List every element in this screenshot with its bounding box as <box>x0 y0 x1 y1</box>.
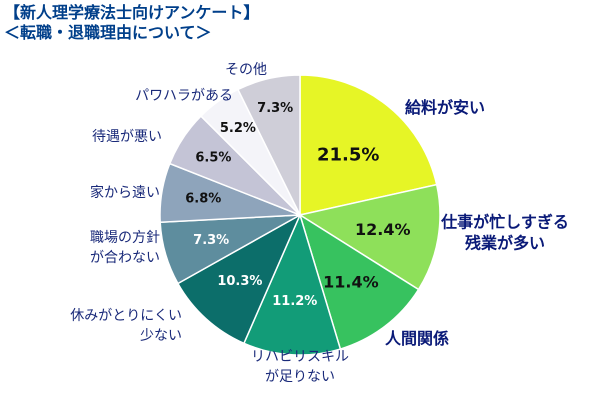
slice-value-labels: 21.5% 12.4% 11.4% 11.2% 10.3% 7.3% 6.8% 6.5% 5.2… <box>185 101 410 309</box>
pie-slices <box>159 74 441 356</box>
slice-value-label: 11.4% <box>323 272 379 291</box>
pie-slice <box>298 213 420 350</box>
slice-value-label: 12.4% <box>355 220 411 239</box>
slice-category-label: 職場の方針が合わない <box>90 230 160 266</box>
slice-value-label: 6.8% <box>185 192 221 207</box>
pie-slice <box>176 213 302 345</box>
slice-value-label: 7.3% <box>257 101 293 116</box>
pie-slice <box>299 74 438 216</box>
pie-slice <box>236 74 301 216</box>
slice-value-label: 5.2% <box>220 121 256 136</box>
slice-value-label: 21.5% <box>317 144 379 165</box>
slice-category-label: 家から遠い <box>90 184 160 201</box>
slice-category-label: 休みがとりにくい少ない <box>70 308 182 344</box>
slice-category-label: 給料が安い <box>405 98 485 117</box>
pie-slice <box>298 183 441 291</box>
slice-value-label: 10.3% <box>217 274 262 289</box>
slice-category-label: パワハラがある <box>135 88 233 104</box>
slice-value-label: 11.2% <box>272 294 317 309</box>
slice-category-label: 待遇が悪い <box>92 129 162 145</box>
chart-subtitle: ＜転職・退職理由について＞ <box>4 23 212 42</box>
slice-category-label: その他 <box>225 62 267 78</box>
slice-category-label: 仕事が忙しすぎる残業が多い <box>440 212 569 252</box>
slice-value-label: 7.3% <box>193 233 229 248</box>
chart-title: 【新人理学療法士向けアンケート】 <box>4 3 260 22</box>
pie-slice <box>242 212 342 356</box>
slice-category-label: リハビリスキルが足りない <box>251 349 349 385</box>
slice-value-label: 6.5% <box>195 151 231 166</box>
slice-category-label: 人間関係 <box>385 329 449 348</box>
